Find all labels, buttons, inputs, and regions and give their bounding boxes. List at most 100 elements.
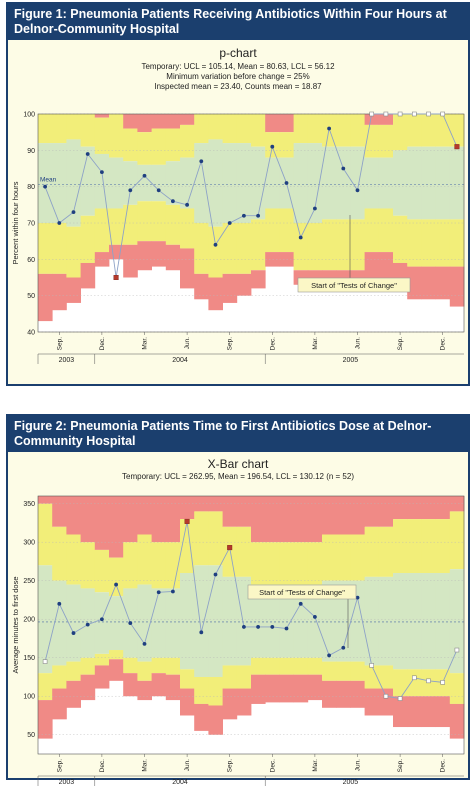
control-zone-band: [251, 114, 266, 147]
control-zone-band: [435, 696, 451, 728]
control-zone-band: [194, 223, 209, 274]
control-zone-band: [194, 565, 209, 677]
control-zone-band: [265, 114, 280, 133]
control-zone-band: [123, 114, 138, 129]
control-zone-band: [364, 576, 380, 666]
control-zone-band: [109, 114, 124, 158]
year-label: 2004: [172, 357, 188, 364]
data-point: [171, 199, 175, 204]
control-zone-band: [109, 659, 124, 681]
control-zone-band: [322, 496, 337, 535]
data-point: [114, 582, 118, 587]
control-zone-band: [449, 703, 465, 739]
figure-2-panel: Figure 2: Pneumonia Patients Time to Fir…: [6, 414, 470, 786]
control-zone-band: [38, 273, 53, 322]
control-zone-band: [94, 549, 110, 593]
control-zone-band: [407, 114, 422, 147]
control-zone-band: [222, 526, 238, 577]
control-zone-band: [393, 496, 408, 520]
control-zone-band: [123, 128, 138, 162]
chart-1-annotation: Start of "Tests of Change": [297, 215, 411, 293]
control-zone-band: [350, 534, 365, 581]
data-point: [156, 188, 161, 193]
control-zone-band: [322, 219, 337, 271]
data-point: [57, 601, 62, 606]
control-zone-band: [336, 114, 351, 147]
x-tick-label: Mar.: [142, 337, 149, 350]
data-point-open: [397, 696, 403, 701]
control-zone-band: [421, 573, 436, 670]
control-zone-band: [378, 114, 394, 125]
y-tick-label: 300: [23, 540, 35, 547]
x-tick-label: Dec.: [440, 759, 447, 773]
control-zone-band: [94, 208, 110, 253]
control-zone-band: [279, 674, 294, 703]
control-zone-band: [251, 496, 266, 543]
control-zone-band: [449, 511, 465, 570]
control-zone-band: [123, 204, 138, 245]
control-zone-band: [350, 661, 365, 681]
control-zone-band: [109, 557, 124, 597]
control-zone-band: [307, 657, 323, 675]
x-tick-label: Dec.: [99, 337, 106, 351]
x-tick-label: Mar.: [312, 759, 319, 772]
control-zone-band: [251, 270, 266, 289]
data-point: [156, 590, 161, 595]
chart-1-subtitle-2: Minimum variation before change = 25%: [166, 72, 309, 81]
plot-frame: [37, 495, 465, 755]
y-tick-label: 150: [23, 655, 35, 662]
data-point: [327, 126, 331, 131]
data-point: [185, 202, 190, 207]
control-zone-band: [66, 277, 81, 303]
y-axis-label: Average minutes to first dose: [11, 577, 20, 674]
control-zone-band: [449, 496, 465, 512]
control-zone-band: [336, 146, 351, 220]
control-zone-band: [265, 542, 280, 585]
control-zone-band: [194, 114, 209, 144]
control-zone-band: [251, 657, 266, 675]
control-zone-band: [38, 143, 53, 223]
control-zone-band: [208, 114, 223, 140]
y-tick-label: 90: [27, 148, 35, 155]
y-tick-label: 50: [27, 293, 35, 300]
control-zone-band: [165, 674, 181, 701]
data-point: [341, 645, 346, 650]
data-point: [128, 188, 133, 193]
control-zone-band: [123, 496, 138, 543]
control-zone-band: [407, 146, 422, 220]
y-tick-label: 60: [27, 257, 35, 264]
control-zone-band: [208, 676, 223, 706]
data-point: [327, 653, 331, 658]
control-zone-band: [364, 114, 380, 125]
control-zone-band: [421, 519, 436, 574]
control-zone-band: [80, 262, 96, 289]
control-zone-band: [435, 573, 451, 670]
control-zone-band: [180, 157, 195, 209]
control-zone-band: [236, 143, 252, 223]
data-point-open: [440, 111, 446, 117]
data-point: [341, 166, 346, 171]
control-zone-band: [449, 266, 465, 307]
control-zone-band: [66, 226, 81, 278]
y-tick-label: 100: [23, 112, 35, 119]
data-point: [142, 173, 147, 178]
data-point: [171, 589, 175, 594]
control-zone-band: [336, 680, 351, 708]
control-zone-band: [151, 128, 167, 165]
control-zone-band: [222, 665, 238, 689]
data-point: [284, 626, 289, 631]
control-zone-band: [94, 117, 110, 154]
control-zone-band: [265, 208, 280, 253]
control-zone-band: [293, 143, 309, 223]
control-zone-band: [336, 580, 351, 662]
control-zone-band: [336, 534, 351, 581]
control-zone-band: [151, 673, 167, 697]
data-point: [313, 206, 317, 211]
x-tick-label: Jun.: [355, 759, 362, 771]
control-zone-band: [279, 132, 294, 158]
control-zone-band: [94, 114, 110, 118]
control-zone-band: [66, 534, 81, 585]
control-zone-band: [364, 688, 380, 716]
control-zone-band: [435, 496, 451, 520]
control-zone-band: [364, 665, 380, 689]
